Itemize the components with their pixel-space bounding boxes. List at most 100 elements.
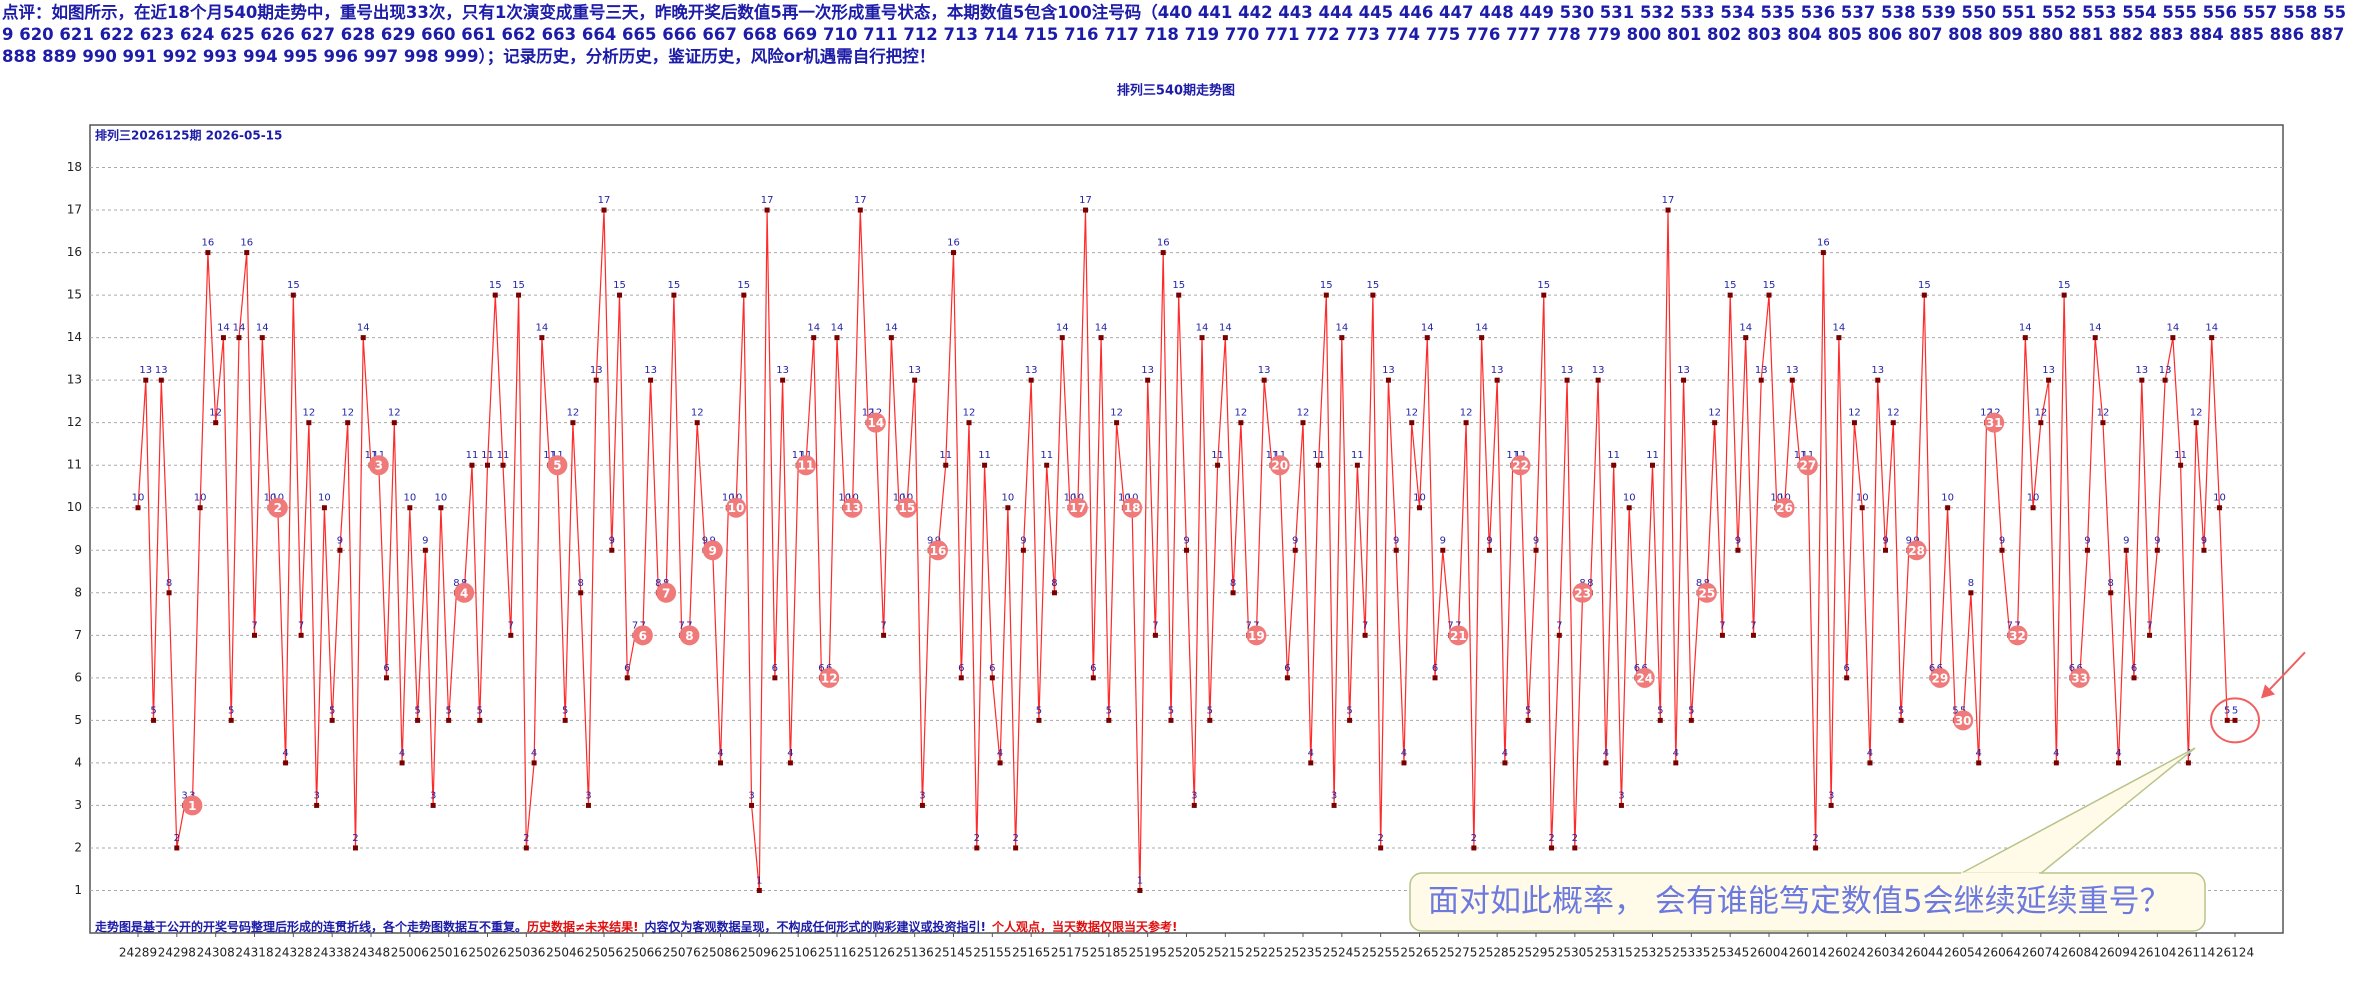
value-label: 12 [341, 408, 354, 419]
point [772, 675, 778, 681]
point [1168, 717, 1174, 723]
repeat-marker [1448, 625, 1469, 646]
x-tick-label: 25245 [1323, 946, 1361, 960]
value-label: 6 [1090, 663, 1096, 674]
value-label: 4 [1401, 748, 1407, 759]
repeat-label: 11 [798, 459, 815, 473]
point [252, 632, 257, 638]
point [477, 717, 483, 723]
x-tick-label: 24348 [352, 946, 390, 960]
point [1968, 590, 1974, 596]
point [2038, 420, 2044, 426]
value-label: 14 [1056, 323, 1069, 334]
point [1766, 292, 1772, 298]
y-tick-label: 9 [74, 543, 82, 557]
point [1719, 632, 1725, 638]
value-label: 13 [590, 365, 603, 376]
repeat-marker [795, 455, 816, 476]
point [1393, 547, 1399, 553]
point [1650, 462, 1655, 468]
value-label: 2 [523, 833, 529, 844]
value-label: 10 [1623, 493, 1636, 504]
point [2084, 547, 2090, 553]
value-label: 10 [2213, 493, 2226, 504]
repeat-label: 2 [274, 501, 282, 515]
point [1051, 590, 1057, 596]
value-label: 15 [1320, 280, 1333, 291]
value-label: 12 [1887, 408, 1900, 419]
point [1758, 377, 1764, 383]
repeat-label: 14 [867, 416, 884, 430]
point [1137, 887, 1143, 893]
point [1859, 505, 1865, 511]
point [244, 250, 250, 256]
value-label: 7 [1245, 620, 1251, 631]
value-label: 2 [1012, 833, 1018, 844]
value-label: 5 [1168, 705, 1174, 716]
value-label: 6 [818, 663, 824, 674]
point [1440, 547, 1446, 553]
x-tick-label: 25335 [1672, 946, 1710, 960]
point [523, 845, 529, 851]
point [1875, 377, 1881, 383]
value-label: 13 [1025, 365, 1038, 376]
value-label: 10 [1770, 493, 1783, 504]
value-label: 11 [481, 450, 494, 461]
point [1750, 632, 1756, 638]
repeat-label: 8 [685, 629, 693, 643]
point [1385, 377, 1391, 383]
point [2046, 377, 2052, 383]
value-label: 2 [1572, 833, 1578, 844]
repeat-label: 20 [1271, 459, 1288, 473]
value-label: 9 [1882, 535, 1888, 546]
point [2116, 760, 2121, 766]
repeat-marker [1929, 667, 1950, 688]
note-part: 历史数据≠未来结果! [527, 919, 639, 934]
point [1044, 462, 1050, 468]
y-tick-label: 13 [67, 373, 82, 387]
y-tick-label: 6 [74, 670, 82, 684]
point [888, 335, 894, 341]
point [1176, 292, 1182, 298]
value-label: 6 [1432, 663, 1438, 674]
point [1828, 802, 1834, 808]
value-label: 11 [1794, 450, 1807, 461]
point [1743, 335, 1749, 341]
repeat-label: 28 [1908, 544, 1925, 558]
point [881, 632, 887, 638]
value-label: 9 [1292, 535, 1298, 546]
point [780, 377, 786, 383]
value-label: 9 [422, 535, 428, 546]
value-label: 4 [2115, 748, 2121, 759]
x-tick-label: 25066 [624, 946, 662, 960]
point [384, 675, 390, 681]
value-label: 13 [1755, 365, 1768, 376]
y-tick-label: 18 [67, 160, 82, 174]
repeat-marker [1067, 497, 1088, 518]
x-tick-label: 25195 [1129, 946, 1167, 960]
chart-title: 排列三540期走势图 [1117, 83, 1235, 99]
value-label: 7 [632, 620, 638, 631]
point [1316, 462, 1322, 468]
x-tick-label: 25265 [1400, 946, 1438, 960]
point [539, 335, 545, 341]
x-tick-label: 25215 [1206, 946, 1244, 960]
point [220, 335, 226, 341]
point [1999, 547, 2005, 553]
x-tick-label: 25096 [740, 946, 778, 960]
point [1494, 377, 1500, 383]
subtitle: 排列三2026125期 2026-05-15 [95, 128, 282, 143]
x-tick-label: 25295 [1517, 946, 1555, 960]
repeat-marker [927, 540, 948, 561]
value-label: 10 [194, 493, 207, 504]
repeat-label: 16 [930, 544, 947, 558]
point [1611, 462, 1617, 468]
value-label: 14 [2089, 323, 2102, 334]
repeat-label: 17 [1069, 501, 1086, 515]
value-label: 10 [1856, 493, 1869, 504]
repeat-marker [1269, 455, 1290, 476]
point [1347, 717, 1353, 723]
x-tick-label: 25136 [896, 946, 934, 960]
point [570, 420, 576, 426]
